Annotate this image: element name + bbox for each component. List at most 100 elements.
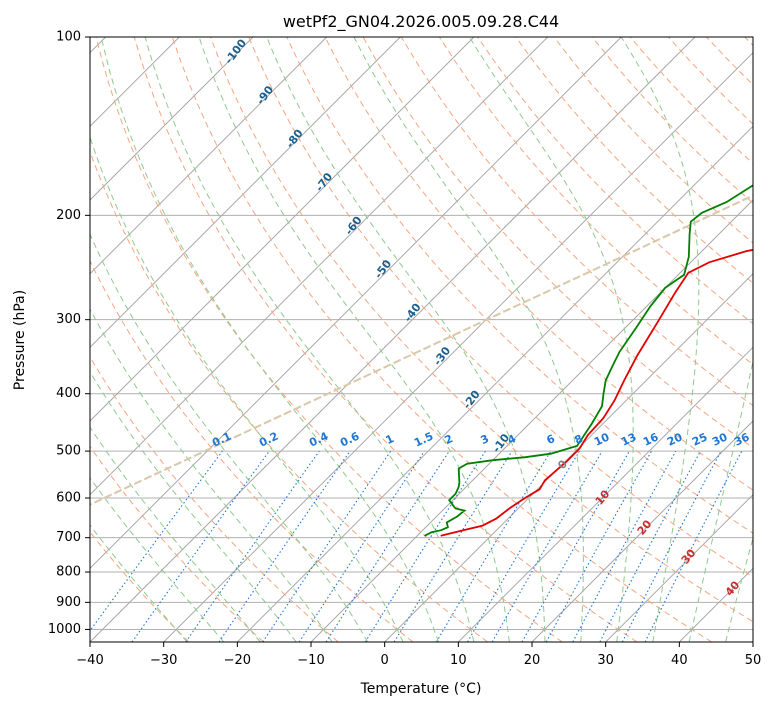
dry-adiabat-label: -100 — [222, 37, 249, 67]
plot-frame — [89, 36, 754, 643]
mixing-ratio-line — [521, 450, 630, 642]
mixing-ratio-line — [298, 450, 425, 642]
mixing-ratio-line — [90, 450, 223, 632]
dry-adiabat-line — [90, 259, 414, 642]
moist-adiabat-line — [90, 370, 297, 642]
mixing-ratio-label: 1.5 — [412, 430, 435, 450]
mixing-ratio-line — [545, 450, 653, 642]
moist-adiabat-line — [90, 232, 369, 642]
mixing-ratio-line — [599, 450, 701, 642]
isotherm-line — [90, 37, 549, 496]
mixing-ratio-label: 0.2 — [257, 430, 280, 450]
dry-adiabat-label: -50 — [372, 257, 395, 281]
dry-adiabat-label: -80 — [283, 127, 306, 151]
mixing-ratio-line — [185, 450, 320, 642]
mixing-ratio-label: 0.1 — [210, 430, 233, 450]
moist-adiabat-line — [688, 358, 753, 642]
mixing-ratio-line — [644, 450, 743, 642]
dry-adiabat-line — [90, 531, 190, 642]
moist-adiabat-line — [198, 37, 510, 642]
x-tick-label: −10 — [297, 653, 324, 668]
dry-adiabat-line — [248, 37, 753, 578]
y-tick-label: 400 — [56, 386, 81, 401]
isotherm-line — [384, 272, 753, 642]
mixing-ratio-label: 36 — [732, 430, 752, 448]
moist-adiabat-line — [620, 37, 700, 642]
isotherm-line — [605, 493, 753, 642]
mixing-ratio-line — [262, 450, 392, 642]
mixing-ratio-line — [218, 450, 351, 642]
mixing-ratio-label: 0.4 — [307, 429, 330, 449]
isotherm-line — [310, 199, 753, 642]
mixing-ratio-label: 20 — [665, 430, 685, 448]
mixing-ratio-line — [325, 450, 450, 642]
moist-adiabat-line — [353, 37, 584, 642]
mixing-ratio-label: 0.6 — [338, 429, 361, 449]
moist-adiabat-line — [725, 536, 753, 642]
mixing-ratio-label: 8 — [573, 432, 585, 447]
x-tick-label: 0 — [381, 653, 389, 668]
x-tick-label: −30 — [150, 653, 177, 668]
dry-adiabat-label: -40 — [401, 301, 424, 325]
mixing-ratio-label: 30 — [710, 430, 730, 448]
dry-adiabat-line — [515, 37, 753, 284]
moist-adiabat-line — [90, 308, 333, 642]
moist-adiabat-line — [90, 476, 225, 642]
mixing-ratio-label: 1 — [384, 432, 396, 447]
isotherm-line — [236, 125, 753, 642]
dewpoint-line — [424, 184, 753, 537]
x-tick-label: −20 — [224, 653, 251, 668]
x-tick-label: 10 — [450, 653, 467, 668]
isotherm-line — [90, 37, 696, 642]
temperature-line — [440, 248, 753, 537]
dry-adiabat-line — [706, 37, 753, 86]
y-tick-label: 200 — [56, 208, 81, 223]
x-tick-label: 50 — [745, 653, 762, 668]
moist-adiabat-label: 20 — [635, 517, 655, 537]
moist-adiabat-line — [100, 37, 439, 642]
isotherm-line — [90, 37, 401, 349]
y-tick-label: 500 — [56, 444, 81, 459]
y-tick-label: 900 — [56, 595, 81, 610]
mixing-ratio-line — [364, 450, 486, 642]
mixing-ratio-line — [131, 450, 270, 642]
chart-title: wetPf2_GN04.2026.005.09.28.C44 — [283, 12, 559, 32]
y-tick-label: 700 — [56, 530, 81, 545]
x-tick-label: 40 — [671, 653, 688, 668]
dry-adiabat-label: -30 — [431, 344, 454, 368]
y-axis-label: Pressure (hPa) — [12, 290, 28, 390]
dry-adiabat-label: -60 — [342, 214, 365, 238]
moist-adiabat-label: 30 — [679, 546, 699, 566]
mixing-ratio-label: 2 — [443, 432, 455, 447]
x-axis-label: Temperature (°C) — [360, 681, 482, 697]
dry-adiabat-line — [324, 37, 753, 491]
y-tick-label: 300 — [56, 312, 81, 327]
y-tick-label: 800 — [56, 565, 81, 580]
y-tick-label: 100 — [56, 30, 81, 45]
mixing-ratio-line — [393, 450, 513, 642]
isotherm-line — [752, 641, 753, 642]
y-tick-label: 600 — [56, 491, 81, 506]
isotherm-line — [90, 37, 622, 570]
dry-adiabat-line — [90, 445, 264, 642]
mixing-ratio-label: 25 — [690, 430, 709, 448]
dry-adiabat-line — [95, 37, 563, 642]
isotherm-line — [90, 37, 328, 275]
mixing-ratio-line — [572, 450, 677, 642]
mixing-ratio-line — [435, 450, 552, 642]
mixing-ratio-label: 16 — [641, 430, 661, 448]
dry-adiabat-label: -90 — [254, 83, 277, 107]
isotherm-line — [163, 51, 753, 642]
moist-adiabat-line — [266, 37, 546, 642]
dry-adiabat-line — [286, 37, 753, 534]
isotherm-line — [531, 420, 753, 642]
dry-adiabat-line — [553, 37, 753, 244]
dry-adiabat-label: -20 — [460, 388, 483, 412]
x-tick-label: 30 — [597, 653, 614, 668]
dry-adiabat-line — [90, 356, 339, 642]
dry-adiabat-line — [210, 37, 753, 623]
isotherm-line — [457, 346, 753, 642]
x-tick-label: −40 — [76, 653, 103, 668]
mixing-ratio-label: 13 — [619, 430, 638, 448]
